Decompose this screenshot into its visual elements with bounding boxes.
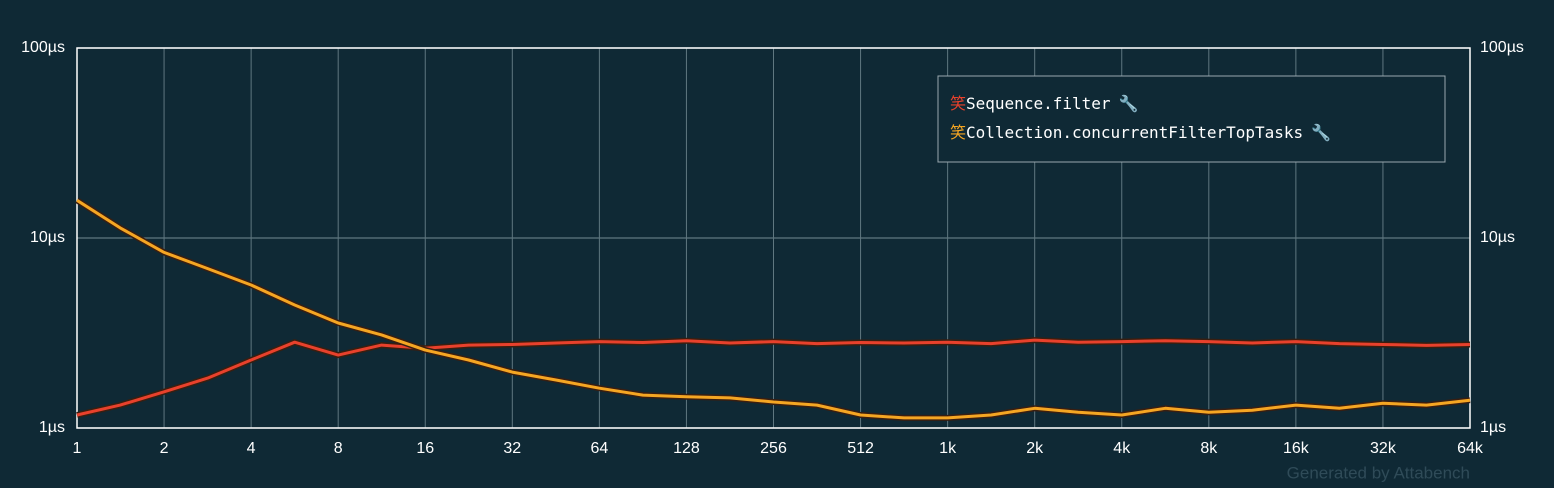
y-tick-label: 1µs: [1480, 419, 1506, 436]
y-tick-label: 1µs: [39, 419, 65, 436]
legend: 笑Sequence.filter 🔧笑Collection.concurrentF…: [937, 75, 1446, 163]
legend-entry: 笑Collection.concurrentFilterTopTasks 🔧: [950, 123, 1331, 142]
x-tick-label: 128: [673, 440, 700, 457]
x-tick-label: 256: [760, 440, 787, 457]
x-tick-label: 64k: [1457, 440, 1484, 457]
series-line: [76, 338, 1471, 417]
legend-entry: 笑Sequence.filter 🔧: [950, 94, 1138, 113]
x-tick-label: 8: [334, 440, 343, 457]
legend-icon: 🔧: [1119, 94, 1139, 113]
legend-box: [937, 75, 1446, 163]
legend-marker: 笑: [950, 123, 966, 142]
series-line: [76, 199, 1471, 420]
x-tick-label: 4k: [1113, 440, 1131, 457]
y-tick-label: 10µs: [30, 229, 65, 246]
legend-icon: 🔧: [1311, 123, 1331, 142]
x-tick-label: 4: [247, 440, 256, 457]
y-tick-label: 10µs: [1480, 229, 1515, 246]
x-tick-label: 1: [73, 440, 82, 457]
y-tick-label: 100µs: [21, 39, 65, 56]
x-tick-label: 2: [160, 440, 169, 457]
x-tick-label: 64: [590, 440, 608, 457]
x-tick-label: 32: [503, 440, 521, 457]
credit: Generated by Attabench: [1287, 463, 1470, 482]
x-tick-label: 16: [416, 440, 434, 457]
x-tick-label: 8k: [1200, 440, 1218, 457]
x-tick-label: 512: [847, 440, 874, 457]
plot-frame: [76, 47, 1471, 429]
x-tick-label: 1k: [939, 440, 957, 457]
x-tick-label: 2k: [1026, 440, 1044, 457]
x-tick-label: 16k: [1283, 440, 1310, 457]
legend-label: Sequence.filter: [966, 94, 1111, 113]
y-tick-label: 100µs: [1480, 39, 1524, 56]
legend-label: Collection.concurrentFilterTopTasks: [966, 123, 1303, 142]
x-tick-label: 32k: [1370, 440, 1397, 457]
legend-marker: 笑: [950, 94, 966, 113]
